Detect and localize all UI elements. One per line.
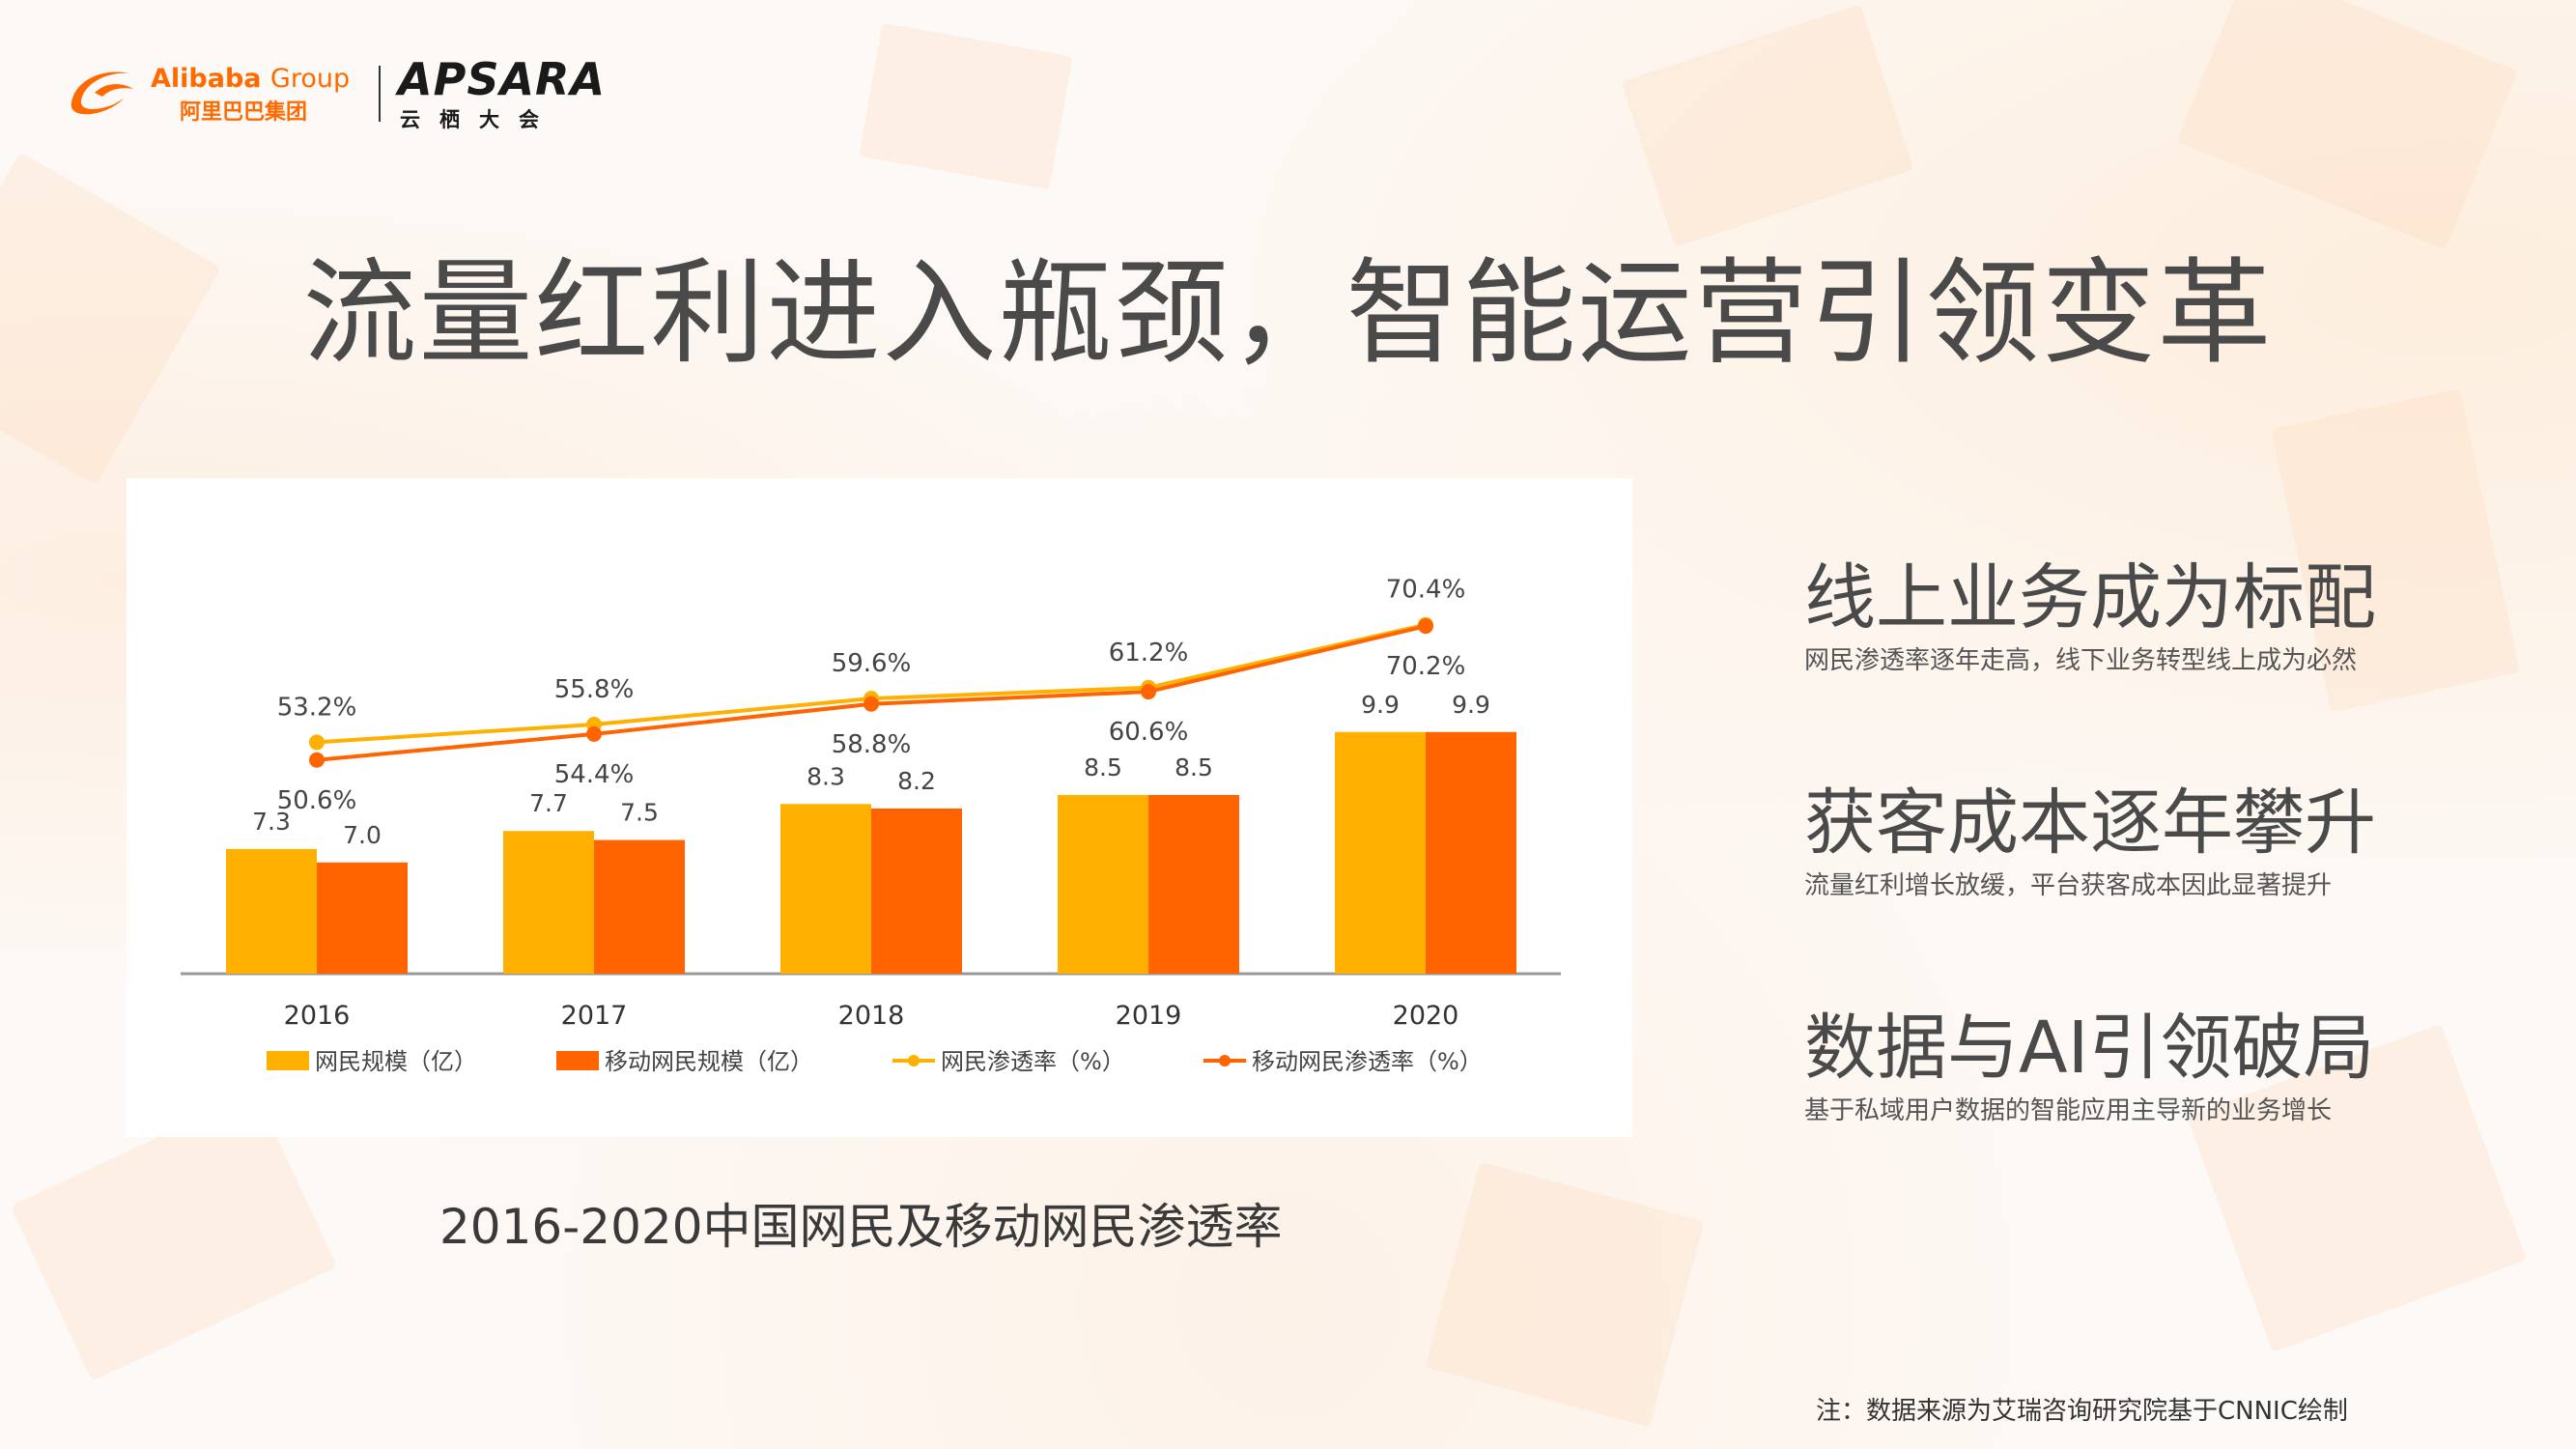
series-point-mobile [1141, 684, 1156, 700]
legend-label: 网民规模（亿） [315, 1048, 477, 1075]
bar-value-label: 8.5 [1175, 753, 1213, 781]
point-acquisition-cost: 获客成本逐年攀升 流量红利增长放缓，平台获客成本因此显著提升 [1804, 782, 2376, 901]
x-tick-label: 2017 [561, 1001, 628, 1031]
x-tick-label: 2019 [1116, 1001, 1182, 1031]
series-point-mobile [309, 752, 325, 768]
bar-netizen [503, 831, 594, 974]
legend-label: 移动网民渗透率（%） [1252, 1048, 1483, 1075]
chart-caption: 2016-2020中国网民及移动网民渗透率 [439, 1199, 1283, 1255]
x-tick-label: 2020 [1393, 1001, 1459, 1031]
bar-netizen [1335, 731, 1426, 974]
legend-label: 移动网民规模（亿） [605, 1048, 813, 1075]
x-tick-label: 2018 [838, 1001, 905, 1031]
line-value-label: 53.2% [277, 693, 357, 722]
line-value-label: 50.6% [277, 786, 357, 815]
line-value-label: 59.6% [832, 649, 912, 678]
bar-value-label: 7.0 [343, 821, 382, 849]
series-point-netizen [309, 734, 325, 751]
series-point-mobile [1418, 618, 1433, 635]
bar-netizen [226, 848, 317, 974]
series-point-mobile [863, 696, 879, 712]
bar-mobile [317, 862, 408, 974]
series-point-mobile [586, 725, 602, 742]
chart-panel: 7.3 7.7 8.3 8.5 9.9 7.0 7.5 8.2 8.5 9.9 2016 2017 20… [127, 478, 1632, 1137]
line-value-label: 61.2% [1109, 639, 1189, 668]
point-title: 获客成本逐年攀升 [1804, 781, 2376, 865]
bar-netizen [1058, 794, 1148, 974]
bar-mobile [871, 808, 962, 974]
point-desc: 网民渗透率逐年走高，线下业务转型线上成为必然 [1804, 646, 2358, 675]
bar-mobile [1148, 794, 1239, 974]
line-value-label: 58.8% [832, 730, 912, 759]
bar-value-label: 9.9 [1361, 691, 1400, 719]
line-value-label: 60.6% [1109, 718, 1189, 747]
point-desc: 流量红利增长放缓，平台获客成本因此显著提升 [1804, 871, 2333, 900]
legend-label: 网民渗透率（%） [941, 1048, 1125, 1075]
point-desc: 基于私域用户数据的智能应用主导新的业务增长 [1804, 1096, 2333, 1125]
bar-value-label: 7.5 [620, 799, 659, 827]
x-tick-label: 2016 [284, 1001, 351, 1031]
bar-value-label: 8.3 [807, 762, 845, 790]
alibaba-chinese-name: 阿里巴巴集团 [180, 100, 308, 125]
footnote: 注：数据来源为艾瑞咨询研究院基于CNNIC绘制 [1816, 1397, 2348, 1426]
penetration-chart: 7.3 7.7 8.3 8.5 9.9 7.0 7.5 8.2 8.5 9.9 2016 2017 20… [181, 576, 1561, 1075]
page-title: 流量红利进入瓶颈，智能运营引领变革 [302, 246, 2274, 380]
legend-marker [1219, 1055, 1231, 1066]
apsara-logo: APSARA 云栖大会 [398, 56, 606, 133]
alibaba-group-logo: Alibaba Group 阿里巴巴集团 [66, 64, 375, 125]
legend-swatch [267, 1051, 309, 1070]
alibaba-smile-icon [71, 71, 133, 115]
bar-value-label: 7.7 [529, 789, 568, 817]
legend-marker [908, 1055, 920, 1066]
line-value-label: 70.4% [1386, 576, 1466, 605]
bar-value-label: 9.9 [1452, 691, 1490, 719]
legend-swatch [556, 1051, 599, 1070]
bar-value-label: 7.3 [252, 808, 291, 836]
point-title: 线上业务成为标配 [1804, 556, 2376, 639]
bar-netizen [780, 804, 871, 974]
bar-mobile [594, 839, 685, 974]
apsara-chinese-name: 云栖大会 [400, 108, 558, 131]
bar-value-label: 8.5 [1084, 753, 1122, 781]
bar-mobile [1426, 731, 1516, 974]
series-line-netizen [316, 622, 1427, 745]
point-data-ai: 数据与AI引领破局 基于私域用户数据的智能应用主导新的业务增长 [1804, 1008, 2374, 1126]
line-value-label: 54.4% [554, 760, 635, 789]
line-value-label: 70.2% [1386, 652, 1466, 681]
alibaba-wordmark: Alibaba Group [151, 64, 351, 94]
apsara-wordmark: APSARA [398, 53, 607, 105]
point-title: 数据与AI引领破局 [1804, 1007, 2375, 1090]
logo-divider [379, 66, 381, 122]
bar-value-label: 8.2 [897, 767, 936, 795]
line-value-label: 55.8% [554, 675, 635, 704]
point-online-business: 线上业务成为标配 网民渗透率逐年走高，线下业务转型线上成为必然 [1804, 557, 2376, 676]
